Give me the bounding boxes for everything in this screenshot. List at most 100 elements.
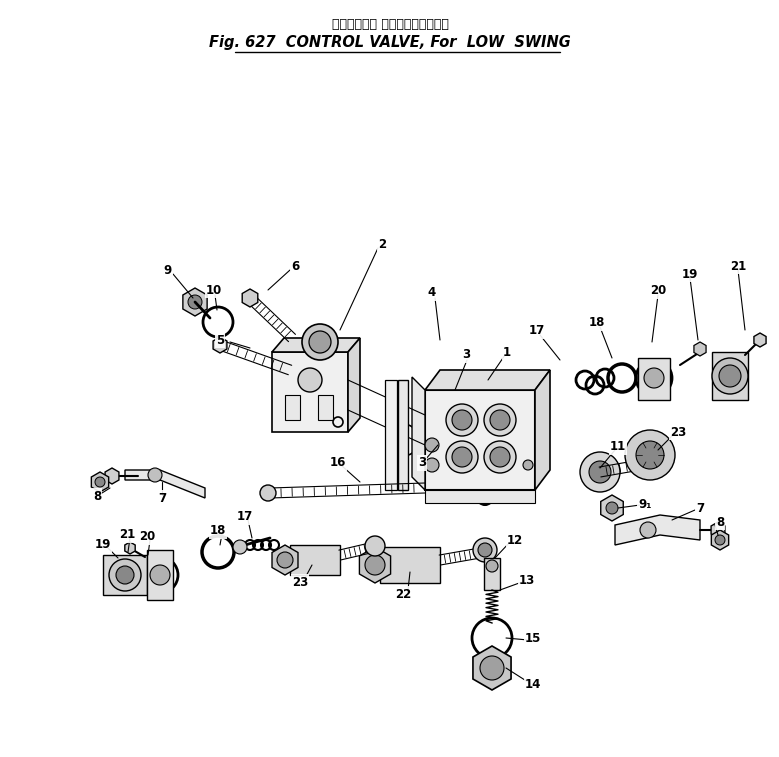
Polygon shape xyxy=(754,333,766,347)
Polygon shape xyxy=(711,522,725,538)
Polygon shape xyxy=(601,495,623,521)
Circle shape xyxy=(490,410,510,430)
Polygon shape xyxy=(242,289,258,307)
Text: 17: 17 xyxy=(237,510,253,524)
Text: 23: 23 xyxy=(292,575,308,588)
Polygon shape xyxy=(147,550,173,600)
Text: 21: 21 xyxy=(730,260,746,273)
Text: 18: 18 xyxy=(589,316,605,329)
Circle shape xyxy=(446,441,478,473)
Text: 5: 5 xyxy=(216,334,224,347)
Text: 3: 3 xyxy=(418,456,426,469)
Text: 15: 15 xyxy=(525,631,541,644)
Circle shape xyxy=(298,368,322,392)
Circle shape xyxy=(490,447,510,467)
Circle shape xyxy=(116,566,134,584)
Circle shape xyxy=(452,410,472,430)
Text: 19: 19 xyxy=(95,538,111,552)
Circle shape xyxy=(484,441,516,473)
Text: 7: 7 xyxy=(158,491,166,504)
Text: 20: 20 xyxy=(139,531,155,544)
Polygon shape xyxy=(213,337,227,353)
Circle shape xyxy=(712,358,748,394)
Circle shape xyxy=(302,324,338,360)
Polygon shape xyxy=(615,515,700,545)
Polygon shape xyxy=(348,338,360,432)
Circle shape xyxy=(148,468,162,482)
Polygon shape xyxy=(285,395,300,420)
Polygon shape xyxy=(712,352,748,400)
Circle shape xyxy=(625,430,675,480)
Polygon shape xyxy=(103,555,147,595)
Polygon shape xyxy=(318,395,333,420)
Circle shape xyxy=(309,331,331,353)
Circle shape xyxy=(365,536,385,556)
Text: 9₁: 9₁ xyxy=(638,499,652,512)
Polygon shape xyxy=(290,545,340,575)
Text: 20: 20 xyxy=(650,285,666,298)
Circle shape xyxy=(150,565,170,585)
Text: 8: 8 xyxy=(93,490,101,503)
Text: 14: 14 xyxy=(525,678,541,691)
Text: Fig. 627  CONTROL VALVE, For  LOW  SWING: Fig. 627 CONTROL VALVE, For LOW SWING xyxy=(209,35,571,50)
Circle shape xyxy=(480,656,504,680)
Polygon shape xyxy=(484,558,500,590)
Text: 3: 3 xyxy=(462,348,470,362)
Text: 1: 1 xyxy=(503,345,511,359)
Polygon shape xyxy=(125,542,136,554)
Circle shape xyxy=(260,485,276,501)
Circle shape xyxy=(478,543,492,557)
Text: 2: 2 xyxy=(378,238,386,251)
Polygon shape xyxy=(425,370,550,390)
Polygon shape xyxy=(272,545,298,575)
Circle shape xyxy=(589,461,611,483)
Circle shape xyxy=(452,447,472,467)
Text: 18: 18 xyxy=(210,525,226,537)
Circle shape xyxy=(636,441,664,469)
Polygon shape xyxy=(638,358,670,400)
Circle shape xyxy=(446,404,478,436)
Polygon shape xyxy=(359,547,390,583)
Circle shape xyxy=(644,368,664,388)
Text: 4: 4 xyxy=(428,286,436,300)
Polygon shape xyxy=(425,390,535,490)
Circle shape xyxy=(233,540,247,554)
Text: 19: 19 xyxy=(682,267,698,281)
Polygon shape xyxy=(91,472,108,492)
Circle shape xyxy=(484,404,516,436)
Polygon shape xyxy=(398,380,408,490)
Polygon shape xyxy=(380,547,440,583)
Circle shape xyxy=(580,452,620,492)
Circle shape xyxy=(365,555,385,575)
Text: 21: 21 xyxy=(119,528,135,541)
Circle shape xyxy=(719,365,741,387)
Circle shape xyxy=(640,522,656,538)
Polygon shape xyxy=(272,338,360,352)
Text: コントロール バルブ、低速度回用: コントロール バルブ、低速度回用 xyxy=(332,18,449,31)
Polygon shape xyxy=(183,288,207,316)
Polygon shape xyxy=(385,380,397,490)
Text: 10: 10 xyxy=(206,284,222,297)
Circle shape xyxy=(95,477,105,487)
Text: 7: 7 xyxy=(696,501,704,515)
Circle shape xyxy=(473,538,497,562)
Polygon shape xyxy=(412,377,425,490)
Text: 16: 16 xyxy=(330,456,346,469)
Polygon shape xyxy=(425,490,535,503)
Circle shape xyxy=(277,552,293,568)
Text: 23: 23 xyxy=(670,425,686,438)
Text: 11: 11 xyxy=(610,441,626,453)
Polygon shape xyxy=(473,646,511,690)
Circle shape xyxy=(715,535,725,545)
Text: 9: 9 xyxy=(164,263,172,276)
Polygon shape xyxy=(694,342,706,356)
Circle shape xyxy=(109,559,141,591)
Circle shape xyxy=(606,502,618,514)
Text: 12: 12 xyxy=(507,534,523,547)
Circle shape xyxy=(523,460,533,470)
Polygon shape xyxy=(272,352,348,432)
Circle shape xyxy=(188,295,202,309)
Text: 17: 17 xyxy=(529,325,545,338)
Text: 22: 22 xyxy=(395,587,411,600)
Polygon shape xyxy=(125,470,205,498)
